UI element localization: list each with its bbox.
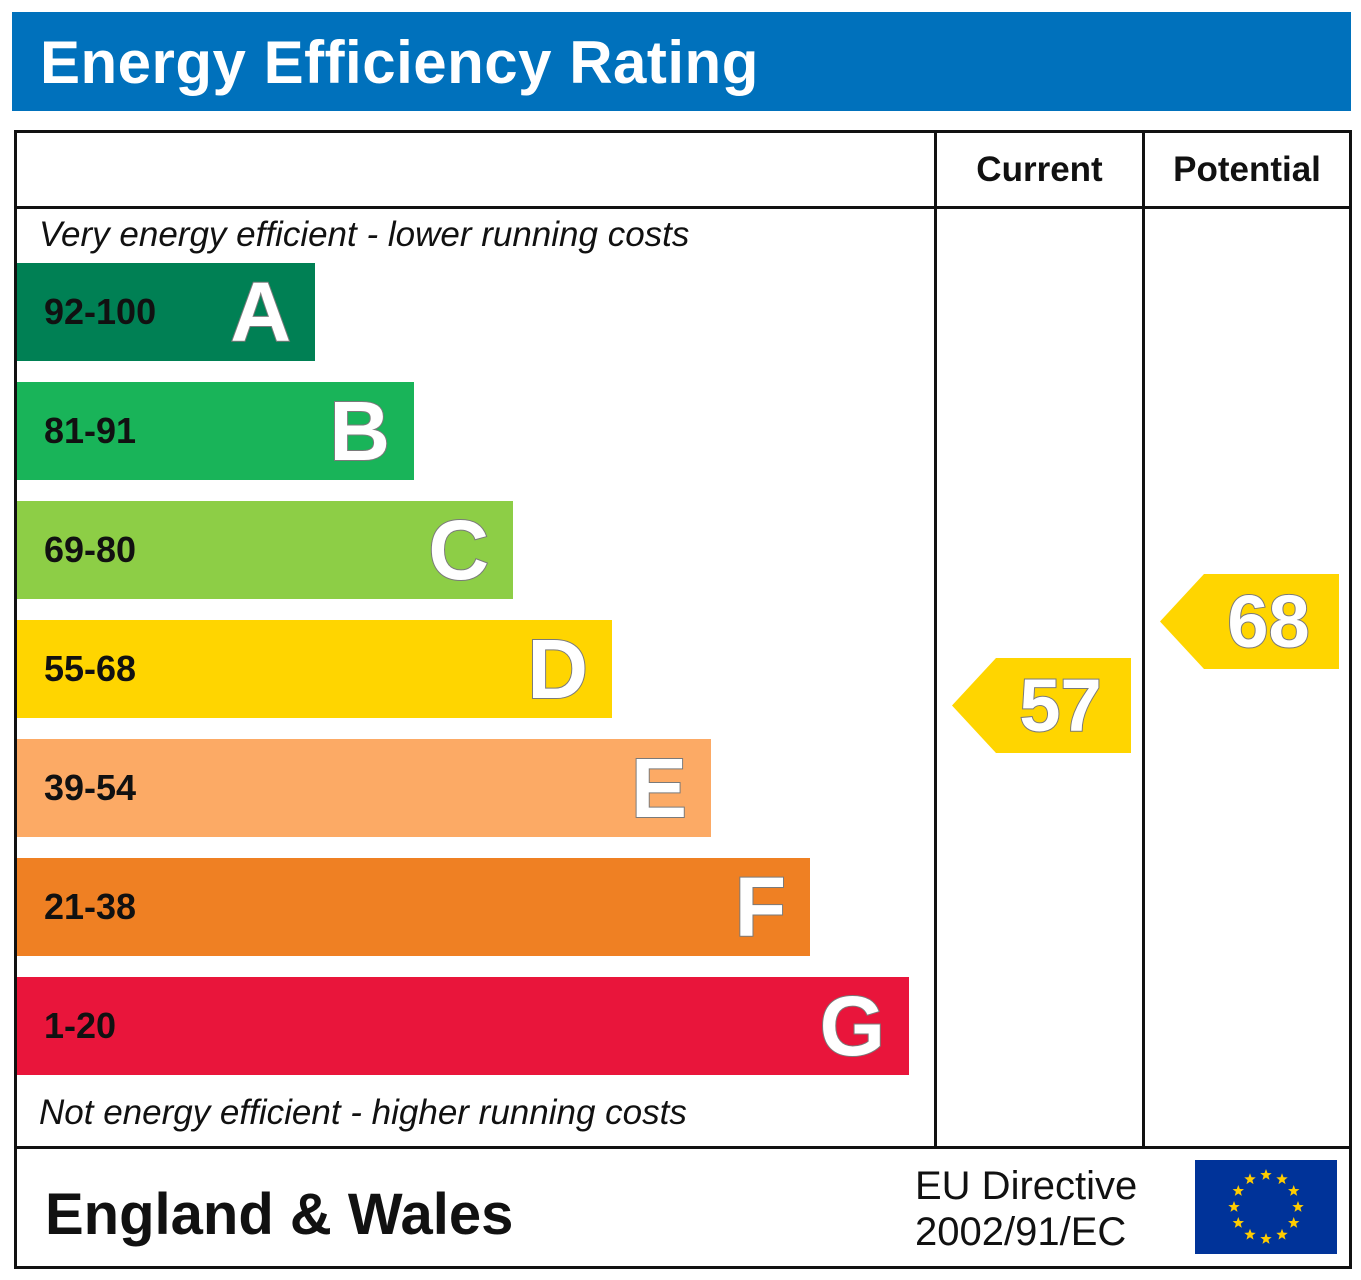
band-range-label: 1-20 — [44, 1005, 117, 1046]
flag-star-icon — [1232, 1217, 1244, 1228]
band-letter-label: C — [427, 502, 490, 598]
flag-star-icon — [1276, 1173, 1288, 1185]
band-c: 69-80 C — [17, 501, 513, 599]
potential-rating-arrow: 68 — [1160, 574, 1339, 669]
region-label: England & Wales — [45, 1182, 514, 1247]
flag-star-icon — [1244, 1173, 1256, 1185]
bottom-note: Not energy efficient - higher running co… — [39, 1093, 687, 1132]
eu-directive: EU Directive 2002/91/EC — [915, 1163, 1137, 1255]
band-range-label: 55-68 — [44, 648, 137, 689]
potential-rating-value: 68 — [1226, 579, 1310, 664]
band-range-label: 21-38 — [44, 886, 137, 927]
divider-potential — [1142, 133, 1145, 1149]
flag-star-icon — [1288, 1217, 1300, 1228]
band-a: 92-100 A — [17, 263, 315, 361]
band-letter-label: F — [734, 859, 787, 955]
flag-star-icon — [1228, 1201, 1240, 1212]
band-range-label: 92-100 — [44, 291, 157, 332]
band-b: 81-91 B — [17, 382, 414, 480]
band-letter-label: A — [229, 264, 292, 360]
eu-flag-icon — [1195, 1160, 1337, 1254]
band-range-label: 81-91 — [44, 410, 137, 451]
directive-line2: 2002/91/EC — [915, 1210, 1127, 1254]
current-rating-arrow: 57 — [952, 658, 1131, 753]
directive-line1: EU Directive — [915, 1164, 1138, 1208]
current-rating-value: 57 — [1018, 663, 1102, 748]
chart-title: Energy Efficiency Rating — [40, 29, 759, 96]
band-letter-label: G — [819, 978, 886, 1074]
potential-arrow-shape — [1160, 574, 1339, 669]
band-f: 21-38 F — [17, 858, 810, 956]
top-note: Very energy efficient - lower running co… — [39, 215, 690, 254]
potential-column-header: Potential — [1173, 150, 1321, 189]
flag-star-icon — [1288, 1185, 1300, 1196]
current-column-header: Current — [976, 150, 1103, 189]
footer-rule — [17, 1146, 1349, 1149]
title-bar: Energy Efficiency Rating — [12, 12, 1351, 111]
band-range-label: 69-80 — [44, 529, 137, 570]
current-arrow-shape — [952, 658, 1131, 753]
flag-star-icon — [1276, 1228, 1288, 1240]
band-range-label: 39-54 — [44, 767, 137, 808]
band-g: 1-20 G — [17, 977, 909, 1075]
divider-current — [934, 133, 937, 1149]
band-letter-label: E — [630, 740, 688, 836]
rating-table: Current Potential Very energy efficient … — [14, 130, 1352, 1269]
band-letter-label: D — [526, 621, 589, 717]
flag-star-icon — [1292, 1201, 1304, 1212]
header-rule — [17, 206, 1349, 209]
band-letter-label: B — [328, 383, 391, 479]
flag-star-icon — [1244, 1228, 1256, 1240]
band-d: 55-68 D — [17, 620, 612, 718]
flag-star-icon — [1232, 1185, 1244, 1196]
flag-star-icon — [1260, 1233, 1272, 1244]
band-e: 39-54 E — [17, 739, 711, 837]
flag-star-icon — [1260, 1169, 1272, 1180]
